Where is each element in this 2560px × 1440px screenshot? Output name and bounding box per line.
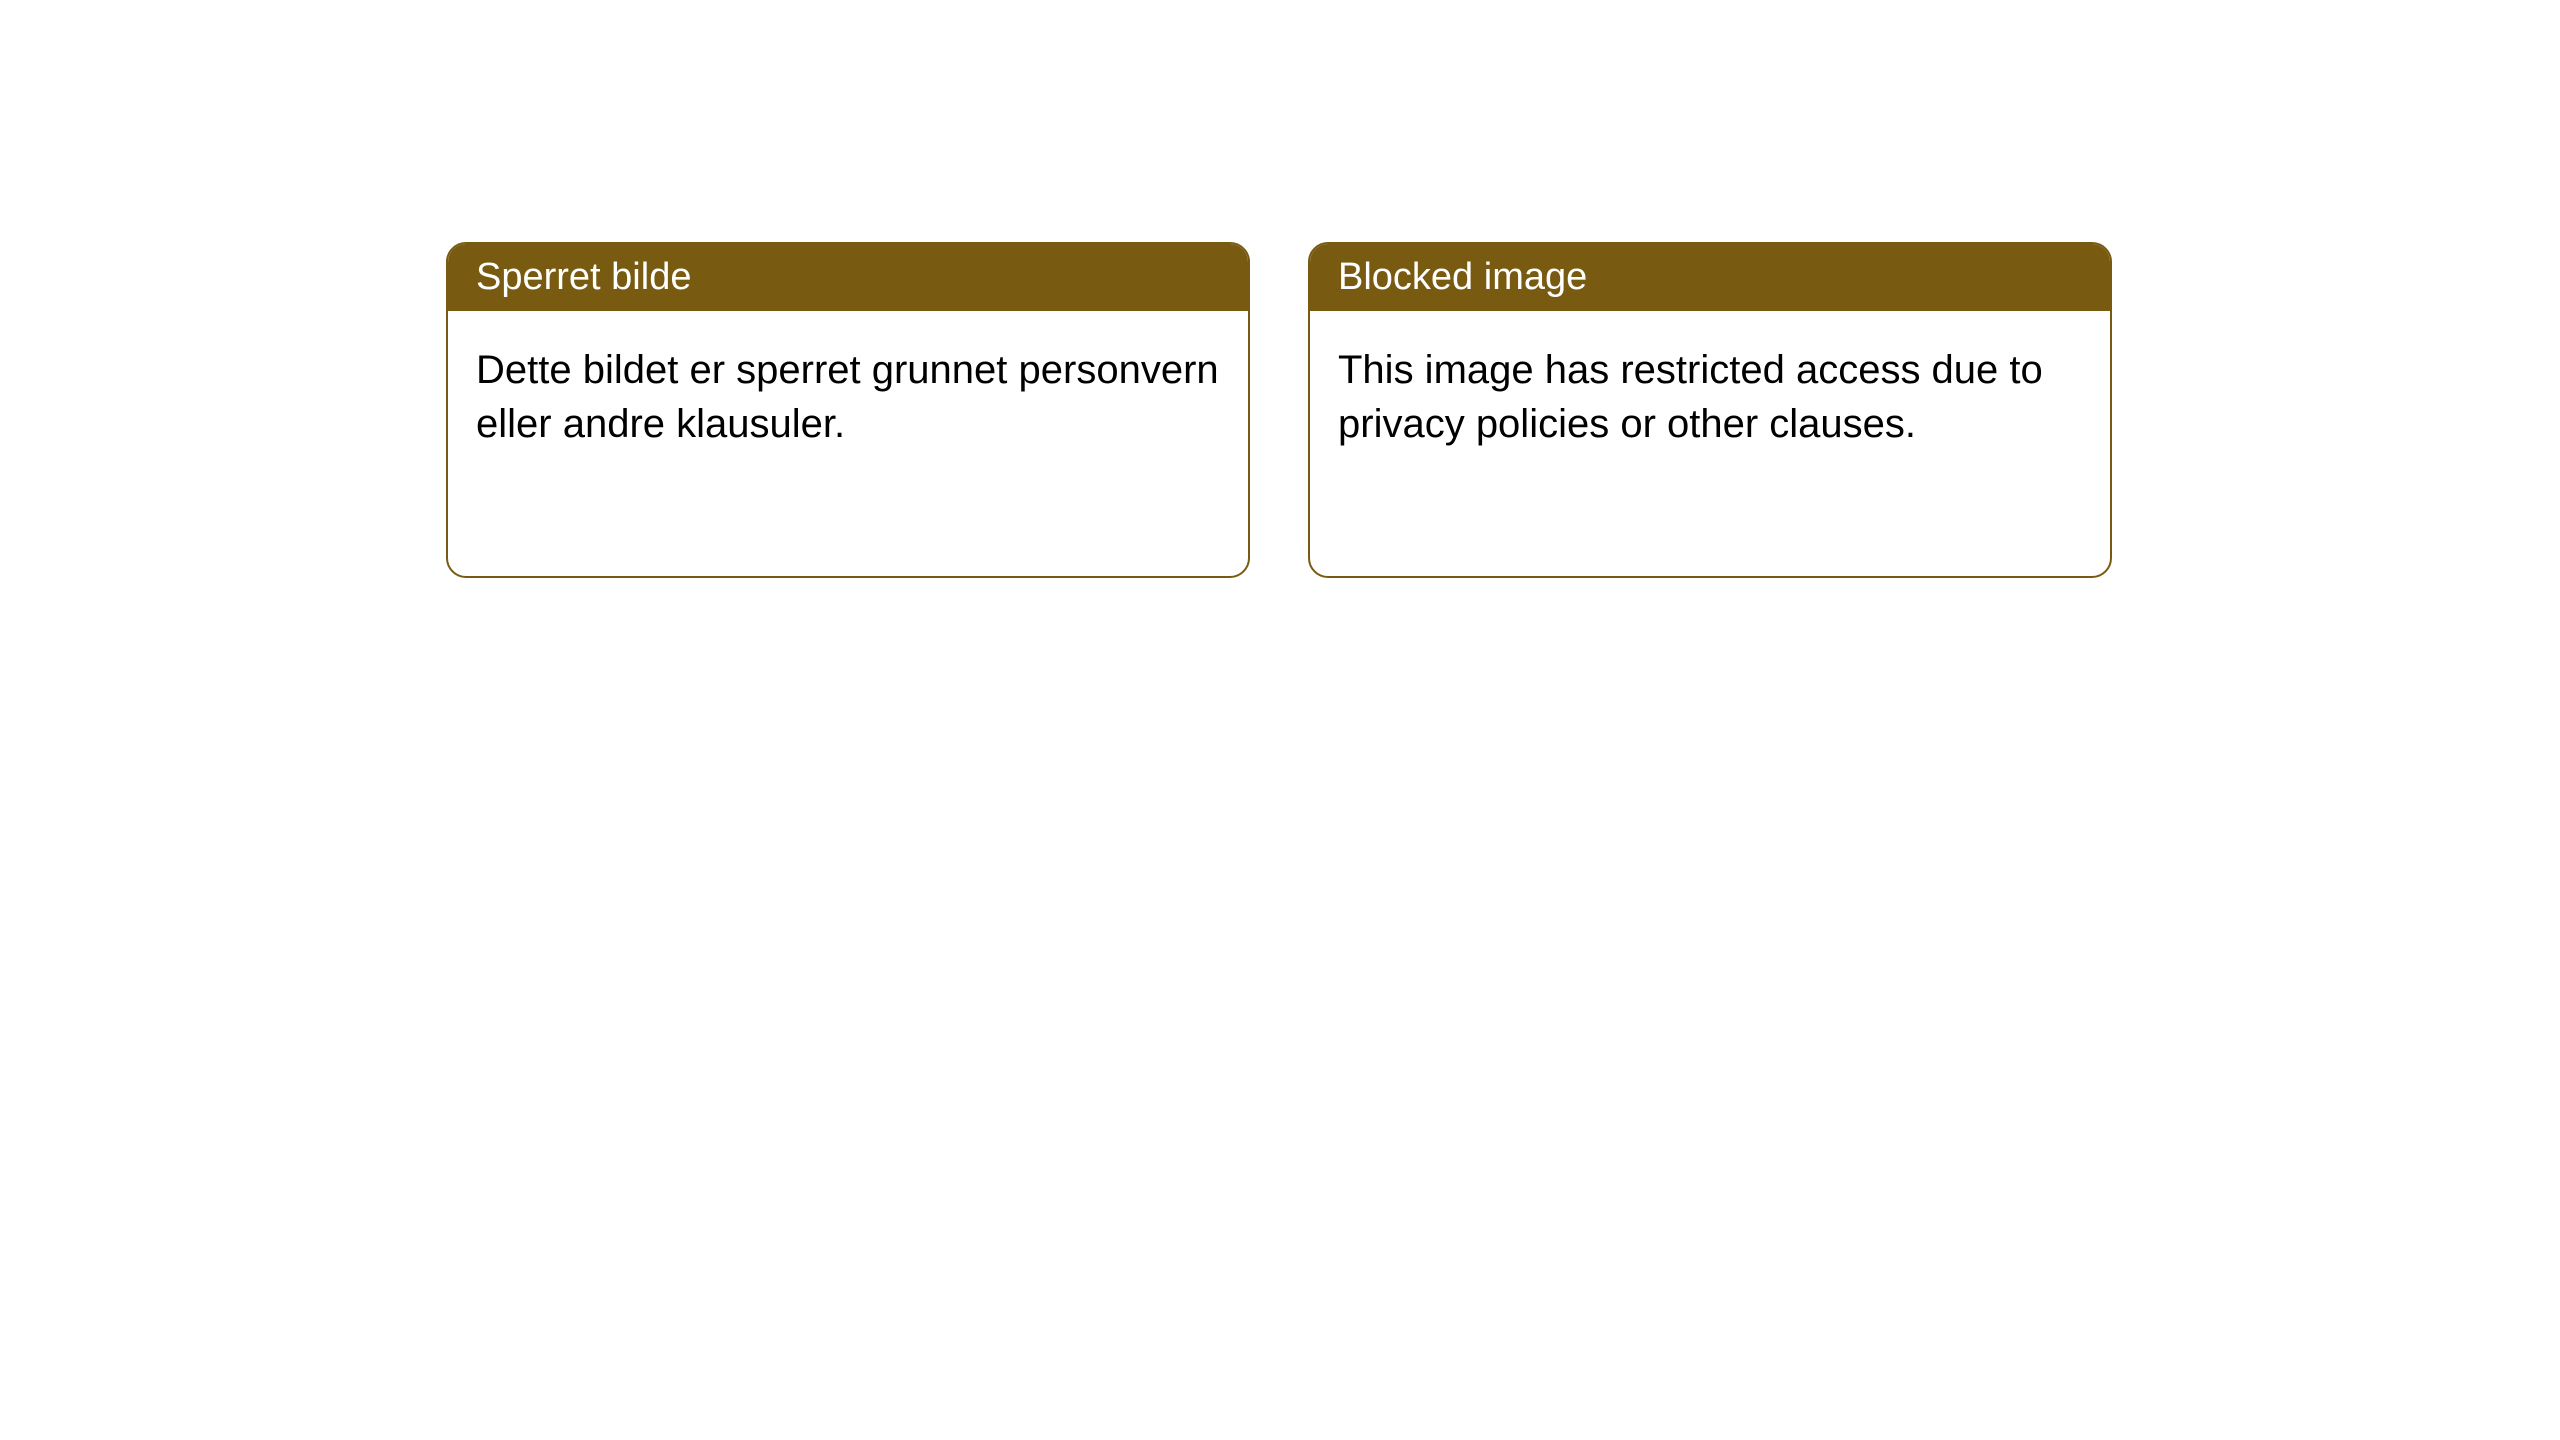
- blocked-image-card-en: Blocked image This image has restricted …: [1308, 242, 2112, 578]
- card-title: Blocked image: [1338, 256, 1587, 298]
- card-body: This image has restricted access due to …: [1310, 311, 2110, 483]
- blocked-image-card-no: Sperret bilde Dette bildet er sperret gr…: [446, 242, 1250, 578]
- card-header: Blocked image: [1310, 244, 2110, 311]
- card-body-text: This image has restricted access due to …: [1338, 348, 2043, 446]
- notice-cards-container: Sperret bilde Dette bildet er sperret gr…: [446, 242, 2112, 578]
- card-header: Sperret bilde: [448, 244, 1248, 311]
- card-body: Dette bildet er sperret grunnet personve…: [448, 311, 1248, 483]
- card-body-text: Dette bildet er sperret grunnet personve…: [476, 348, 1219, 446]
- card-title: Sperret bilde: [476, 256, 691, 298]
